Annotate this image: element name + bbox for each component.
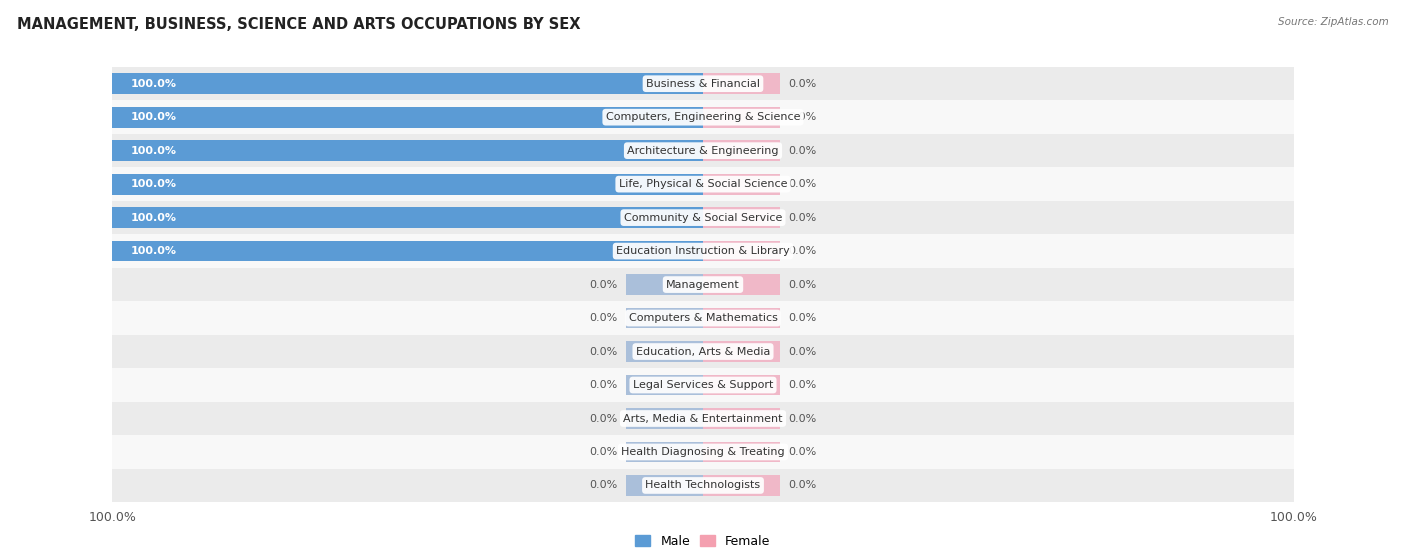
Text: 0.0%: 0.0% bbox=[789, 112, 817, 122]
Text: Life, Physical & Social Science: Life, Physical & Social Science bbox=[619, 179, 787, 189]
Bar bbox=[112, 402, 1294, 435]
Text: 0.0%: 0.0% bbox=[589, 447, 617, 457]
Bar bbox=[112, 368, 1294, 402]
Bar bbox=[112, 107, 703, 128]
Text: 0.0%: 0.0% bbox=[589, 380, 617, 390]
Bar bbox=[703, 207, 780, 228]
Bar bbox=[112, 240, 703, 262]
Text: 0.0%: 0.0% bbox=[589, 413, 617, 424]
Bar bbox=[703, 174, 780, 195]
Bar bbox=[112, 167, 1294, 201]
Bar bbox=[703, 307, 780, 329]
Text: Source: ZipAtlas.com: Source: ZipAtlas.com bbox=[1278, 17, 1389, 27]
Text: 100.0%: 100.0% bbox=[131, 79, 176, 89]
Bar bbox=[112, 301, 1294, 335]
Text: Arts, Media & Entertainment: Arts, Media & Entertainment bbox=[623, 413, 783, 424]
Text: 0.0%: 0.0% bbox=[589, 480, 617, 490]
Text: 0.0%: 0.0% bbox=[589, 313, 617, 323]
Text: 100.0%: 100.0% bbox=[131, 213, 176, 223]
Bar bbox=[112, 435, 1294, 469]
Text: 0.0%: 0.0% bbox=[789, 213, 817, 223]
Text: Community & Social Service: Community & Social Service bbox=[624, 213, 782, 223]
Bar bbox=[112, 174, 703, 195]
Text: 0.0%: 0.0% bbox=[789, 280, 817, 290]
Bar bbox=[626, 475, 703, 496]
Text: 0.0%: 0.0% bbox=[589, 347, 617, 357]
Text: 0.0%: 0.0% bbox=[789, 179, 817, 189]
Bar bbox=[703, 374, 780, 396]
Bar bbox=[112, 268, 1294, 301]
Bar bbox=[112, 335, 1294, 368]
Bar bbox=[626, 408, 703, 429]
Bar bbox=[112, 100, 1294, 134]
Text: Architecture & Engineering: Architecture & Engineering bbox=[627, 146, 779, 156]
Bar bbox=[626, 274, 703, 295]
Bar bbox=[703, 240, 780, 262]
Text: 100.0%: 100.0% bbox=[131, 146, 176, 156]
Text: 0.0%: 0.0% bbox=[789, 79, 817, 89]
Bar bbox=[703, 274, 780, 295]
Text: 0.0%: 0.0% bbox=[789, 413, 817, 424]
Text: Legal Services & Support: Legal Services & Support bbox=[633, 380, 773, 390]
Text: Education Instruction & Library: Education Instruction & Library bbox=[616, 246, 790, 256]
Bar bbox=[703, 107, 780, 128]
Bar bbox=[703, 140, 780, 161]
Bar bbox=[626, 307, 703, 329]
Text: Management: Management bbox=[666, 280, 740, 290]
Bar bbox=[703, 441, 780, 463]
Text: 0.0%: 0.0% bbox=[789, 313, 817, 323]
Bar bbox=[626, 374, 703, 396]
Bar bbox=[112, 469, 1294, 502]
Bar bbox=[703, 73, 780, 94]
Text: Computers & Mathematics: Computers & Mathematics bbox=[628, 313, 778, 323]
Text: 0.0%: 0.0% bbox=[789, 246, 817, 256]
Text: 100.0%: 100.0% bbox=[131, 112, 176, 122]
Text: Health Diagnosing & Treating: Health Diagnosing & Treating bbox=[621, 447, 785, 457]
Bar bbox=[112, 207, 703, 228]
Text: Education, Arts & Media: Education, Arts & Media bbox=[636, 347, 770, 357]
Text: Computers, Engineering & Science: Computers, Engineering & Science bbox=[606, 112, 800, 122]
Bar bbox=[112, 234, 1294, 268]
Text: 0.0%: 0.0% bbox=[789, 480, 817, 490]
Text: 0.0%: 0.0% bbox=[789, 146, 817, 156]
Text: MANAGEMENT, BUSINESS, SCIENCE AND ARTS OCCUPATIONS BY SEX: MANAGEMENT, BUSINESS, SCIENCE AND ARTS O… bbox=[17, 17, 581, 32]
Bar bbox=[703, 475, 780, 496]
Bar bbox=[112, 140, 703, 161]
Bar bbox=[112, 67, 1294, 100]
Bar bbox=[112, 201, 1294, 234]
Text: Business & Financial: Business & Financial bbox=[645, 79, 761, 89]
Text: 100.0%: 100.0% bbox=[131, 246, 176, 256]
Bar bbox=[626, 341, 703, 362]
Text: 0.0%: 0.0% bbox=[789, 347, 817, 357]
Text: 100.0%: 100.0% bbox=[131, 179, 176, 189]
Bar bbox=[703, 408, 780, 429]
Bar bbox=[112, 73, 703, 94]
Bar bbox=[626, 441, 703, 463]
Text: 0.0%: 0.0% bbox=[589, 280, 617, 290]
Text: Health Technologists: Health Technologists bbox=[645, 480, 761, 490]
Legend: Male, Female: Male, Female bbox=[630, 530, 776, 552]
Bar bbox=[112, 134, 1294, 167]
Bar bbox=[703, 341, 780, 362]
Text: 0.0%: 0.0% bbox=[789, 380, 817, 390]
Text: 0.0%: 0.0% bbox=[789, 447, 817, 457]
